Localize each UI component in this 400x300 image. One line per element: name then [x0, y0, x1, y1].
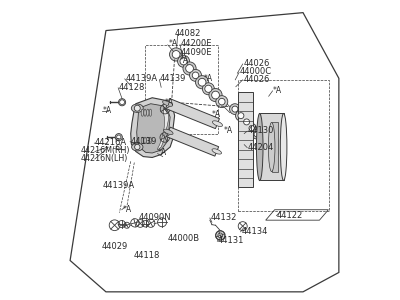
- Ellipse shape: [131, 104, 143, 112]
- Ellipse shape: [141, 109, 144, 116]
- Ellipse shape: [141, 137, 144, 144]
- Circle shape: [180, 58, 187, 65]
- Text: 44090E: 44090E: [180, 48, 212, 57]
- Circle shape: [209, 88, 222, 102]
- Ellipse shape: [149, 109, 152, 116]
- Text: 44122: 44122: [277, 211, 303, 220]
- Ellipse shape: [146, 109, 149, 116]
- Ellipse shape: [132, 143, 143, 151]
- Text: *A: *A: [212, 110, 221, 119]
- Text: 44132: 44132: [210, 213, 237, 222]
- Circle shape: [218, 98, 225, 105]
- Circle shape: [216, 96, 228, 108]
- Bar: [238, 80, 329, 211]
- Circle shape: [118, 99, 126, 106]
- Circle shape: [241, 117, 252, 127]
- Text: 44026: 44026: [243, 59, 270, 68]
- Bar: [272, 122, 278, 172]
- Circle shape: [244, 119, 250, 125]
- Text: 44139: 44139: [160, 74, 186, 83]
- Text: 44000C: 44000C: [240, 67, 272, 76]
- Polygon shape: [137, 104, 170, 153]
- Ellipse shape: [162, 101, 173, 106]
- Text: 44131: 44131: [218, 236, 244, 245]
- Text: 44216A: 44216A: [95, 138, 127, 147]
- Text: 44026: 44026: [243, 75, 270, 84]
- Circle shape: [190, 69, 202, 81]
- Polygon shape: [131, 98, 175, 158]
- Text: 44029: 44029: [102, 242, 128, 251]
- Text: 44139A: 44139A: [103, 181, 135, 190]
- Circle shape: [232, 106, 238, 112]
- Circle shape: [178, 55, 190, 67]
- Text: 44216M(RH): 44216M(RH): [80, 146, 130, 155]
- Ellipse shape: [256, 113, 263, 181]
- Polygon shape: [166, 98, 220, 129]
- Circle shape: [135, 144, 140, 150]
- Circle shape: [247, 123, 256, 133]
- Text: 44134: 44134: [241, 227, 268, 236]
- Text: 44200E: 44200E: [180, 40, 212, 49]
- Circle shape: [172, 51, 180, 58]
- Circle shape: [218, 233, 223, 238]
- Circle shape: [196, 76, 209, 89]
- Ellipse shape: [268, 122, 275, 172]
- Ellipse shape: [212, 149, 222, 154]
- Circle shape: [192, 72, 199, 79]
- Circle shape: [120, 100, 124, 105]
- Text: *A: *A: [273, 86, 282, 95]
- Text: *A: *A: [224, 126, 233, 135]
- Circle shape: [212, 91, 220, 99]
- Text: *A: *A: [122, 205, 132, 214]
- Text: *A: *A: [158, 148, 167, 158]
- Text: 44090N: 44090N: [139, 213, 172, 222]
- Circle shape: [230, 104, 240, 115]
- Text: 44130: 44130: [248, 126, 274, 135]
- Text: *A: *A: [103, 106, 112, 115]
- Text: 44082: 44082: [175, 29, 201, 38]
- Circle shape: [170, 48, 183, 61]
- Text: 44216N(LH): 44216N(LH): [80, 154, 128, 163]
- Circle shape: [238, 113, 244, 118]
- Circle shape: [198, 78, 206, 86]
- Circle shape: [252, 129, 262, 139]
- Text: 44128: 44128: [119, 83, 145, 92]
- Circle shape: [254, 131, 260, 137]
- Circle shape: [249, 125, 254, 131]
- Bar: [238, 92, 253, 187]
- Ellipse shape: [144, 137, 146, 144]
- Text: 44204: 44204: [248, 142, 274, 152]
- Circle shape: [183, 62, 196, 75]
- Circle shape: [202, 83, 214, 95]
- Text: *A: *A: [165, 98, 174, 107]
- Circle shape: [134, 105, 140, 111]
- Text: *A: *A: [168, 40, 178, 49]
- Polygon shape: [158, 108, 169, 150]
- Text: 44000B: 44000B: [167, 234, 199, 243]
- Text: 44118: 44118: [134, 251, 160, 260]
- Circle shape: [216, 231, 225, 240]
- Text: 44139A: 44139A: [125, 74, 158, 83]
- Circle shape: [236, 110, 246, 121]
- Ellipse shape: [149, 137, 152, 144]
- Circle shape: [117, 135, 121, 139]
- Ellipse shape: [212, 121, 222, 127]
- Circle shape: [186, 64, 194, 72]
- Ellipse shape: [146, 137, 149, 144]
- Bar: [145, 46, 218, 134]
- Bar: [260, 113, 284, 181]
- Polygon shape: [166, 127, 219, 156]
- Text: *A: *A: [204, 74, 213, 83]
- Circle shape: [115, 134, 122, 141]
- Text: *A: *A: [180, 56, 189, 65]
- Ellipse shape: [280, 113, 287, 181]
- Circle shape: [205, 85, 212, 92]
- Text: 44139: 44139: [131, 136, 157, 146]
- Ellipse shape: [144, 109, 146, 116]
- Ellipse shape: [164, 129, 173, 134]
